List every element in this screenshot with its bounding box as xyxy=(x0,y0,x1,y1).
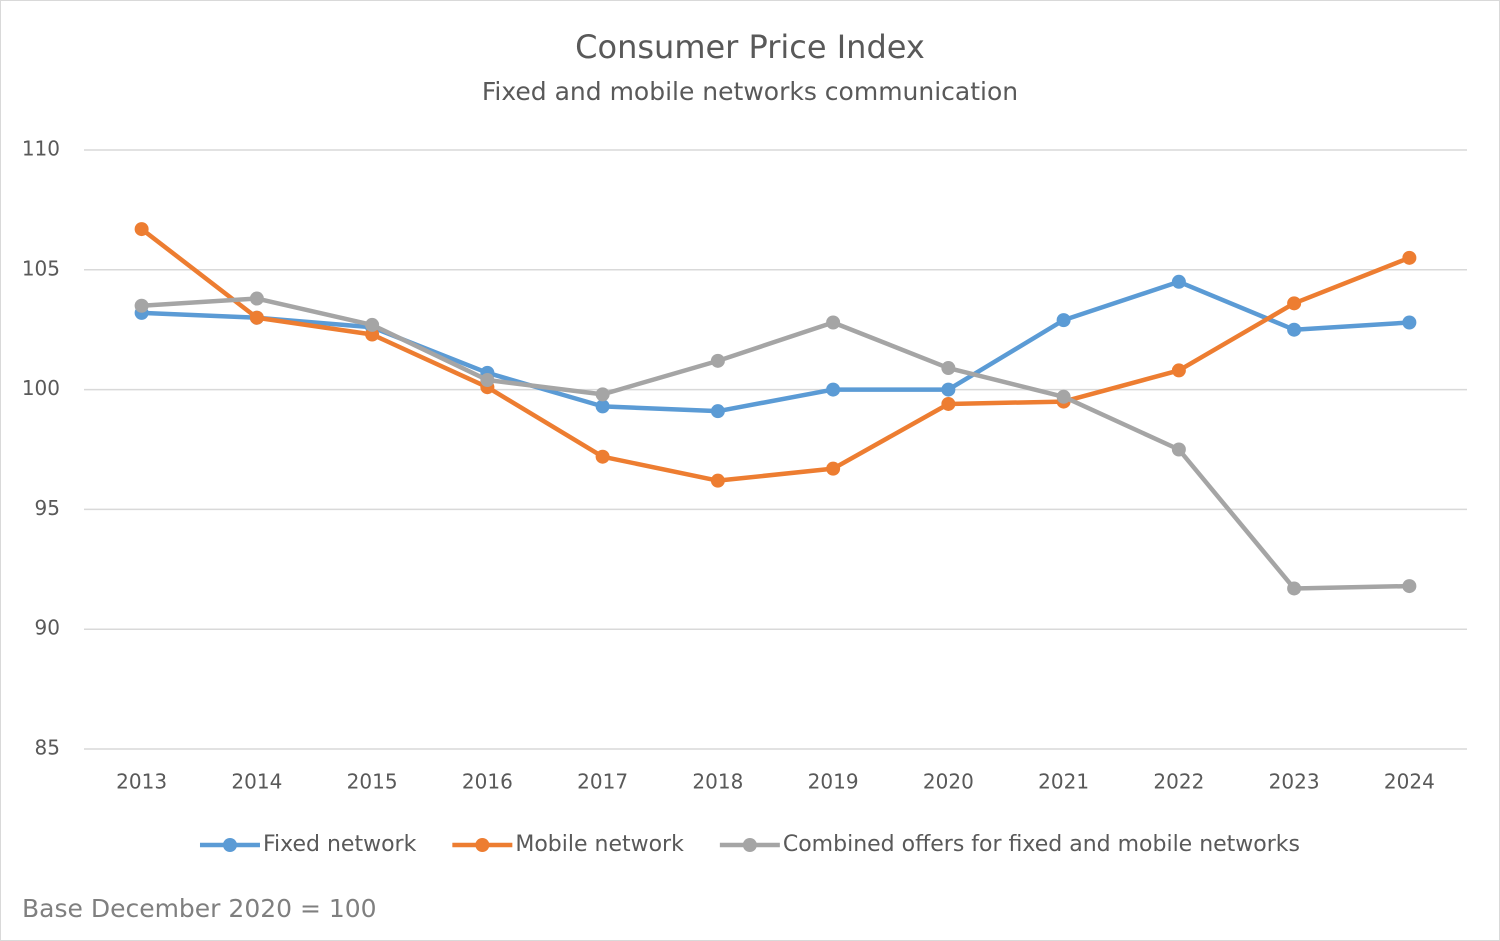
x-tick-label: 2014 xyxy=(231,770,282,794)
x-tick-label: 2019 xyxy=(808,770,859,794)
chart-subtitle: Fixed and mobile networks communication xyxy=(482,77,1018,106)
data-point xyxy=(134,298,149,313)
data-point xyxy=(826,461,841,476)
data-point xyxy=(710,473,725,488)
x-tick-label: 2018 xyxy=(692,770,743,794)
legend-marker xyxy=(222,838,237,852)
data-point xyxy=(1171,274,1186,289)
data-point xyxy=(595,449,610,464)
data-point xyxy=(941,396,956,411)
data-point xyxy=(1402,579,1417,594)
x-tick-label: 2013 xyxy=(116,770,167,794)
data-point xyxy=(249,291,264,306)
legend-marker xyxy=(742,838,757,852)
data-point xyxy=(710,404,725,419)
data-point xyxy=(1287,322,1302,337)
data-point xyxy=(134,222,149,237)
data-point xyxy=(595,399,610,414)
chart-title: Consumer Price Index xyxy=(575,28,925,66)
data-point xyxy=(480,373,495,388)
y-tick-label: 85 xyxy=(35,736,60,760)
data-point xyxy=(941,382,956,397)
data-point xyxy=(710,353,725,368)
x-tick-label: 2023 xyxy=(1269,770,1320,794)
x-tick-label: 2020 xyxy=(923,770,974,794)
data-point xyxy=(826,382,841,397)
legend-marker xyxy=(475,838,490,852)
legend-item: Mobile network xyxy=(452,832,684,857)
x-tick-label: 2021 xyxy=(1038,770,1089,794)
data-point xyxy=(941,361,956,376)
legend-label: Mobile network xyxy=(515,832,684,857)
y-tick-label: 90 xyxy=(35,616,60,640)
data-point xyxy=(1056,313,1071,328)
series-line xyxy=(141,296,1410,591)
data-point xyxy=(365,327,380,342)
y-tick-label: 100 xyxy=(22,376,60,400)
legend-item: Combined offers for fixed and mobile net… xyxy=(719,832,1300,857)
data-point xyxy=(1171,363,1186,378)
legend-label: Combined offers for fixed and mobile net… xyxy=(783,832,1300,857)
data-point xyxy=(1287,581,1302,596)
data-point xyxy=(249,310,264,325)
footnote: Base December 2020 = 100 xyxy=(22,894,377,923)
y-tick-label: 95 xyxy=(35,496,60,520)
data-point xyxy=(1171,442,1186,457)
data-point xyxy=(595,387,610,402)
data-point xyxy=(365,317,380,332)
y-tick-label: 110 xyxy=(22,137,60,161)
data-point xyxy=(1056,389,1071,404)
data-point xyxy=(1402,250,1417,265)
legend-item: Fixed network xyxy=(199,832,417,857)
x-tick-label: 2024 xyxy=(1384,770,1435,794)
x-tick-label: 2016 xyxy=(462,770,513,794)
series-line xyxy=(140,227,1411,483)
data-point xyxy=(1287,296,1302,311)
data-point xyxy=(826,315,841,330)
x-tick-label: 2022 xyxy=(1153,770,1204,794)
x-tick-label: 2015 xyxy=(347,770,398,794)
legend-label: Fixed network xyxy=(263,832,417,857)
x-tick-label: 2017 xyxy=(577,770,628,794)
series-line xyxy=(141,279,1410,414)
y-tick-label: 105 xyxy=(22,256,60,280)
data-point xyxy=(1402,315,1417,330)
